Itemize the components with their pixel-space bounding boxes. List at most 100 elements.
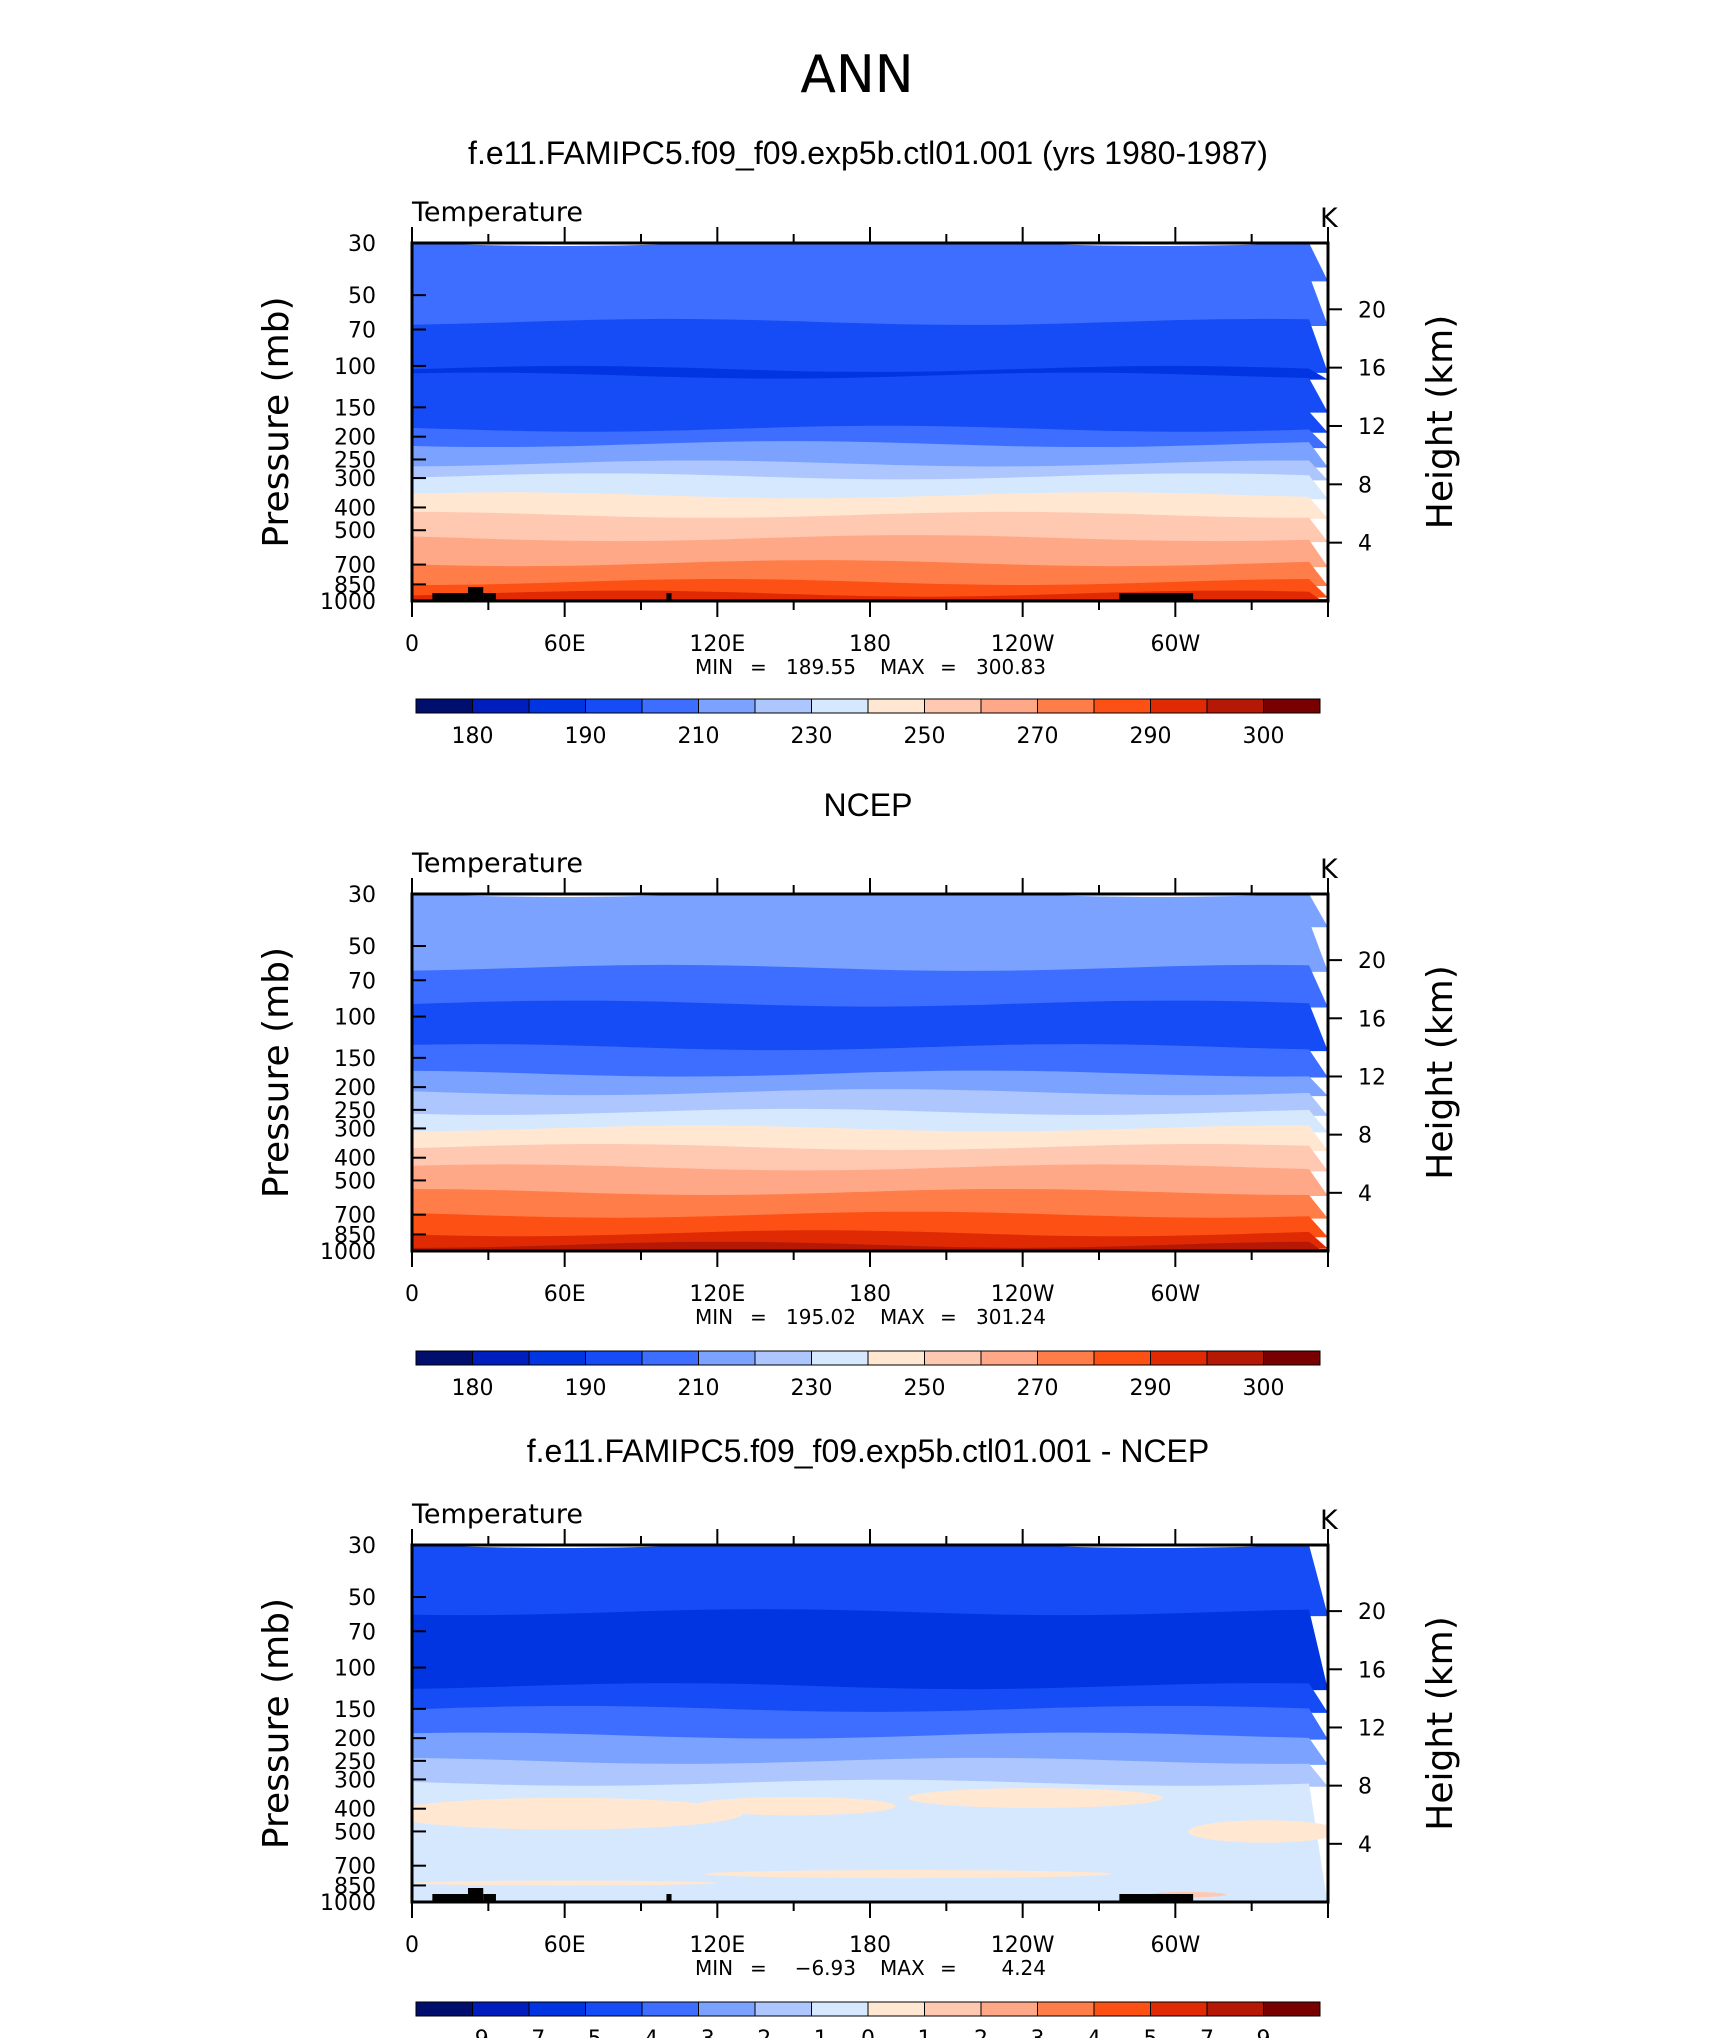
y-right-tick-label: 8 — [1358, 1775, 1372, 1800]
y-right-tick-label: 4 — [1358, 1833, 1372, 1858]
y-tick-label: 700 — [334, 1855, 376, 1880]
colorbar-swatch — [811, 698, 869, 714]
y-tick-label: 1000 — [320, 1240, 376, 1265]
colorbar-swatch — [1093, 698, 1151, 714]
colorbar: 180 190 210 230 250 270 290 300 — [415, 698, 1321, 749]
colorbar-swatch — [980, 1350, 1038, 1366]
colorbar-label: 300 — [1243, 724, 1285, 749]
panel-title: f.e11.FAMIPC5.f09_f09.exp5b.ctl01.001 (y… — [468, 135, 1268, 171]
y-tick-label: 70 — [348, 319, 376, 344]
colorbar-label: −2 — [739, 2027, 771, 2038]
colorbar-swatch — [1150, 1350, 1208, 1366]
y-right-axis-label: Height (km) — [1420, 315, 1461, 529]
x-tick-label: 180 — [849, 1933, 891, 1958]
contour-band — [412, 318, 1328, 373]
colorbar-label: 2 — [974, 2027, 988, 2038]
x-tick-label: 120E — [689, 1933, 745, 1958]
stat-max-value: 300.83 — [976, 655, 1046, 679]
stat-max-value: 4.24 — [1001, 1956, 1046, 1980]
x-tick-label: 180 — [849, 632, 891, 657]
colorbar-swatch — [472, 698, 530, 714]
colorbar-swatch — [1037, 2001, 1095, 2017]
anomaly-region — [412, 1797, 743, 1830]
colorbar-label: −1 — [795, 2027, 827, 2038]
colorbar-swatch — [528, 2001, 586, 2017]
panel-subtitle: Temperature — [411, 848, 583, 879]
contour-band — [412, 1732, 1328, 1765]
colorbar-label: 250 — [904, 724, 946, 749]
x-tick-label: 120W — [991, 1933, 1055, 1958]
anomaly-region — [704, 1870, 1112, 1879]
colorbar-label: 230 — [791, 724, 833, 749]
colorbar-swatch — [1037, 698, 1095, 714]
y-tick-label: 70 — [348, 969, 376, 994]
y-tick-label: 70 — [348, 1620, 376, 1645]
y-tick-label: 300 — [334, 1768, 376, 1793]
colorbar-label: 290 — [1130, 724, 1172, 749]
colorbar-label: −9 — [456, 2027, 488, 2038]
colorbar-swatch — [924, 1350, 982, 1366]
x-tick-label: 120E — [689, 1282, 745, 1307]
colorbar-label: −3 — [682, 2027, 714, 2038]
colorbar-swatch — [472, 2001, 530, 2017]
y-tick-label: 30 — [348, 232, 376, 257]
y-tick-label: 500 — [334, 1820, 376, 1845]
y-right-tick-label: 16 — [1358, 1658, 1386, 1683]
topography-mask — [1119, 593, 1194, 601]
colorbar-swatch — [1206, 2001, 1264, 2017]
stat-max-value: 301.24 — [976, 1305, 1046, 1329]
contour-band — [412, 535, 1328, 568]
colorbar-label: 230 — [791, 1376, 833, 1401]
colorbar-swatch — [811, 2001, 869, 2017]
stat-equals: = — [750, 655, 767, 679]
colorbar-label: 250 — [904, 1376, 946, 1401]
contour-band — [412, 1000, 1328, 1052]
y-right-tick-label: 20 — [1358, 1600, 1386, 1625]
topography-mask — [467, 587, 484, 601]
contour-band — [412, 1757, 1328, 1787]
contour-band — [412, 1089, 1328, 1116]
colorbar-label: 180 — [452, 1376, 494, 1401]
contour-field — [412, 243, 1328, 601]
y-right-tick-label: 16 — [1358, 1007, 1386, 1032]
y-right-tick-label: 20 — [1358, 298, 1386, 323]
panel-title: NCEP — [824, 787, 913, 823]
colorbar-swatch — [528, 1350, 586, 1366]
colorbar-label: 3 — [1031, 2027, 1045, 2038]
y-tick-label: 250 — [334, 448, 376, 473]
topography-mask — [483, 1894, 496, 1902]
colorbar-label: 270 — [1017, 1376, 1059, 1401]
x-tick-label: 60E — [544, 1282, 586, 1307]
topography-mask — [666, 1894, 672, 1902]
contour-band — [412, 1188, 1328, 1219]
colorbar-swatch — [415, 1350, 473, 1366]
y-right-axis-label: Height (km) — [1420, 965, 1461, 1179]
colorbar-label: −4 — [626, 2027, 658, 2038]
x-tick-label: 0 — [405, 632, 419, 657]
y-tick-label: 30 — [348, 1534, 376, 1559]
colorbar-swatch — [867, 1350, 925, 1366]
y-tick-label: 200 — [334, 1076, 376, 1101]
y-axis-label: Pressure (mb) — [256, 947, 297, 1198]
x-tick-label: 120E — [689, 632, 745, 657]
stat-min-label: MIN — [695, 1956, 733, 1980]
y-right-tick-label: 12 — [1358, 1065, 1386, 1090]
contour-band — [412, 1609, 1328, 1691]
colorbar-swatch — [1263, 1350, 1321, 1366]
stat-max-label: MAX — [880, 655, 925, 679]
topography-mask — [432, 593, 468, 601]
colorbar-label: 210 — [678, 724, 720, 749]
y-tick-label: 400 — [334, 496, 376, 521]
x-tick-label: 0 — [405, 1282, 419, 1307]
stat-equals: = — [940, 655, 957, 679]
y-tick-label: 250 — [334, 1099, 376, 1124]
y-tick-label: 850 — [334, 1223, 376, 1248]
stat-equals: = — [940, 1305, 957, 1329]
panel-title: f.e11.FAMIPC5.f09_f09.exp5b.ctl01.001 - … — [527, 1433, 1209, 1469]
colorbar-swatch — [528, 698, 586, 714]
y-right-tick-label: 16 — [1358, 357, 1386, 382]
y-tick-label: 150 — [334, 1047, 376, 1072]
y-tick-label: 300 — [334, 467, 376, 492]
contour-band — [412, 492, 1328, 519]
colorbar-swatch — [924, 2001, 982, 2017]
